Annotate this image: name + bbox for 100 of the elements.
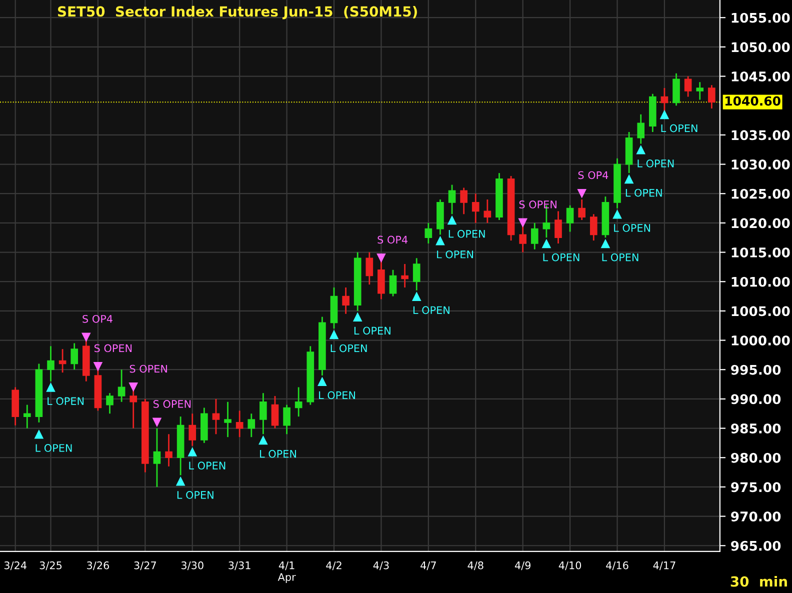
x-tick-label: 4/8 <box>468 561 484 570</box>
data-label: L OPEN <box>48 397 84 405</box>
data-label: S OP4 <box>378 236 408 244</box>
data-label: L OPEN <box>36 444 72 452</box>
candlestick <box>47 345 54 382</box>
x-tick-label: 4/10 <box>558 561 582 570</box>
point <box>577 188 586 198</box>
candlestick <box>212 398 220 435</box>
point <box>636 144 646 154</box>
data-label: S OPEN <box>130 364 167 373</box>
y-tick-label: 975.00 <box>731 482 781 492</box>
point <box>660 110 670 120</box>
x-tick-label: 4/9 <box>514 561 530 570</box>
candlestick <box>424 222 432 244</box>
candlestick <box>684 76 692 98</box>
point <box>436 236 445 246</box>
data-label: L OPEN <box>189 462 226 470</box>
y-tick-label: 995.00 <box>731 364 781 375</box>
x-tick-label: 3/30 <box>181 561 204 570</box>
data-label: L OPEN <box>330 344 367 352</box>
y-tick-label: 985.00 <box>731 424 781 434</box>
point <box>46 382 56 392</box>
y-tick-label: 1035.00 <box>732 130 790 140</box>
x-tick-label: 4/2 <box>326 561 342 570</box>
data-label: L OPEN <box>614 224 650 232</box>
data-label: L OPEN <box>543 253 580 262</box>
data-label: L OPEN <box>638 160 674 168</box>
data-label: L OPEN <box>437 250 473 258</box>
y-tick-label: 1025.00 <box>732 188 790 199</box>
candlestick <box>401 263 408 288</box>
x-tick-label: 3/24 <box>4 561 26 570</box>
x-tick-label: 4/3 <box>373 561 389 570</box>
x-tick-label: 3/26 <box>87 561 109 570</box>
y-tick-label: 1045.00 <box>732 71 790 82</box>
y-tick-label: 1000.00 <box>732 336 790 346</box>
candlestick <box>389 269 397 297</box>
point <box>176 476 186 486</box>
candlestick <box>118 368 126 403</box>
y-tick-label: 970.00 <box>731 512 781 522</box>
y-tick-label: 990.00 <box>731 394 781 404</box>
x-tick-label: 4/7 <box>420 562 436 570</box>
candlestick <box>448 184 456 215</box>
candlestick <box>23 404 31 429</box>
point <box>624 174 634 184</box>
candlestick <box>271 395 279 429</box>
candlestick <box>554 210 562 244</box>
point <box>412 292 422 301</box>
candlestick <box>530 222 538 250</box>
candlestick <box>236 410 244 438</box>
y-tick-label: 1020.00 <box>732 218 790 228</box>
y-tick-label: 965.00 <box>731 540 781 551</box>
candlestick <box>224 401 232 438</box>
candlestick <box>70 342 78 370</box>
x-tick-label: 4/1 Apr <box>278 562 296 583</box>
data-label: S OPEN <box>153 400 191 408</box>
candlestick <box>484 198 492 224</box>
candlestick <box>342 286 350 315</box>
point <box>352 312 362 322</box>
candlestick <box>58 348 66 374</box>
data-label: L OPEN <box>413 306 450 314</box>
y-tick-label: 1030.00 <box>732 159 790 170</box>
point <box>81 332 91 342</box>
y-tick-label: 980.00 <box>731 452 781 463</box>
candlestick <box>578 198 586 221</box>
point <box>188 447 198 456</box>
candlestick <box>696 81 704 100</box>
data-label: S OP4 <box>578 171 608 180</box>
x-tick-label: 3/27 <box>134 561 156 570</box>
candlestick <box>294 386 302 418</box>
candlestick <box>672 72 680 106</box>
x-tick-label: 4/17 <box>653 562 676 570</box>
candlestick <box>366 252 374 286</box>
candlestick <box>248 412 256 438</box>
data-label: L OPEN <box>626 188 662 197</box>
data-label: S OP4 <box>82 314 112 323</box>
data-label: L OPEN <box>602 253 638 262</box>
x-tick-label: 4/16 <box>606 561 628 570</box>
text: 30 min <box>730 576 787 587</box>
data-label: L OPEN <box>260 450 296 458</box>
data-label: L OPEN <box>177 490 214 499</box>
candlestick <box>460 187 468 215</box>
point <box>318 376 327 386</box>
data-label: L OPEN <box>661 124 698 132</box>
point <box>258 435 268 445</box>
data-label: L OPEN <box>354 326 390 335</box>
point <box>376 253 386 263</box>
data-label: S OPEN <box>519 200 556 208</box>
ref-line-label: 1040.60 <box>726 96 780 106</box>
y-tick-label: 1050.00 <box>732 42 790 52</box>
x-tick-label: 3/31 <box>228 561 250 570</box>
data-label: L OPEN <box>448 230 485 238</box>
y-tick-label: 1015.00 <box>732 247 790 258</box>
y-tick-label: 1010.00 <box>732 276 790 287</box>
y-tick-label: 1005.00 <box>732 306 790 316</box>
candlestick <box>708 84 716 110</box>
data-label: L OPEN <box>319 391 355 400</box>
point <box>612 209 622 219</box>
point <box>34 429 44 439</box>
candlestick <box>188 412 196 447</box>
candlestick <box>566 204 574 232</box>
